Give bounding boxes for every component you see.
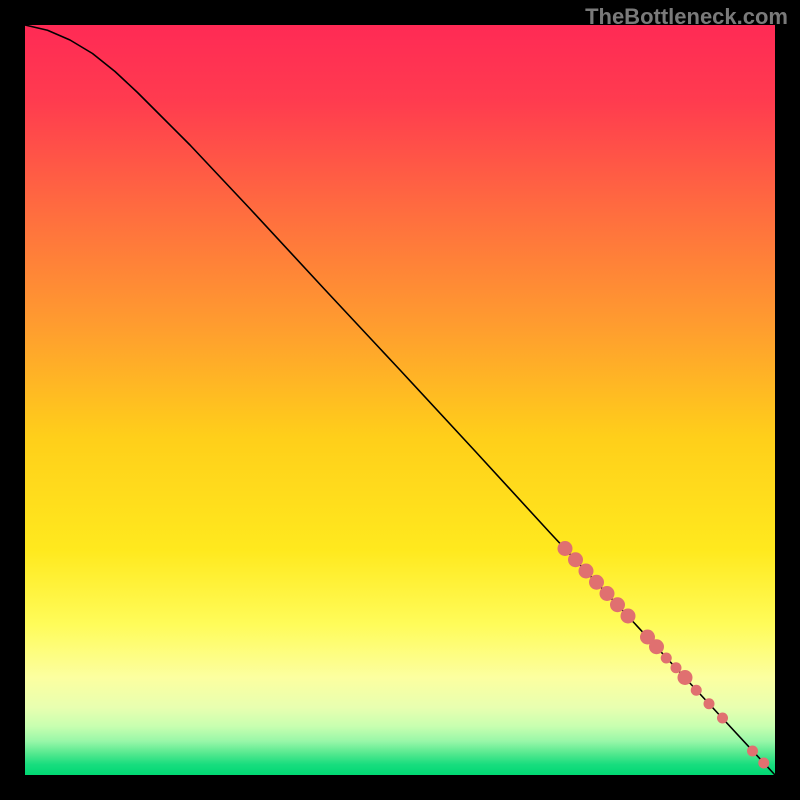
data-marker — [717, 713, 728, 724]
data-marker — [621, 609, 636, 624]
data-marker — [704, 698, 715, 709]
data-marker — [649, 639, 664, 654]
data-marker — [610, 597, 625, 612]
chart-canvas — [0, 0, 800, 800]
data-marker — [600, 586, 615, 601]
data-marker — [671, 662, 682, 673]
plot-gradient-bg — [25, 25, 775, 775]
data-marker — [579, 564, 594, 579]
data-marker — [678, 670, 693, 685]
data-marker — [558, 541, 573, 556]
data-marker — [568, 552, 583, 567]
data-marker — [747, 746, 758, 757]
data-marker — [691, 685, 702, 696]
data-marker — [589, 575, 604, 590]
data-marker — [661, 653, 672, 664]
chart-stage: TheBottleneck.com — [0, 0, 800, 800]
data-marker — [758, 758, 769, 769]
